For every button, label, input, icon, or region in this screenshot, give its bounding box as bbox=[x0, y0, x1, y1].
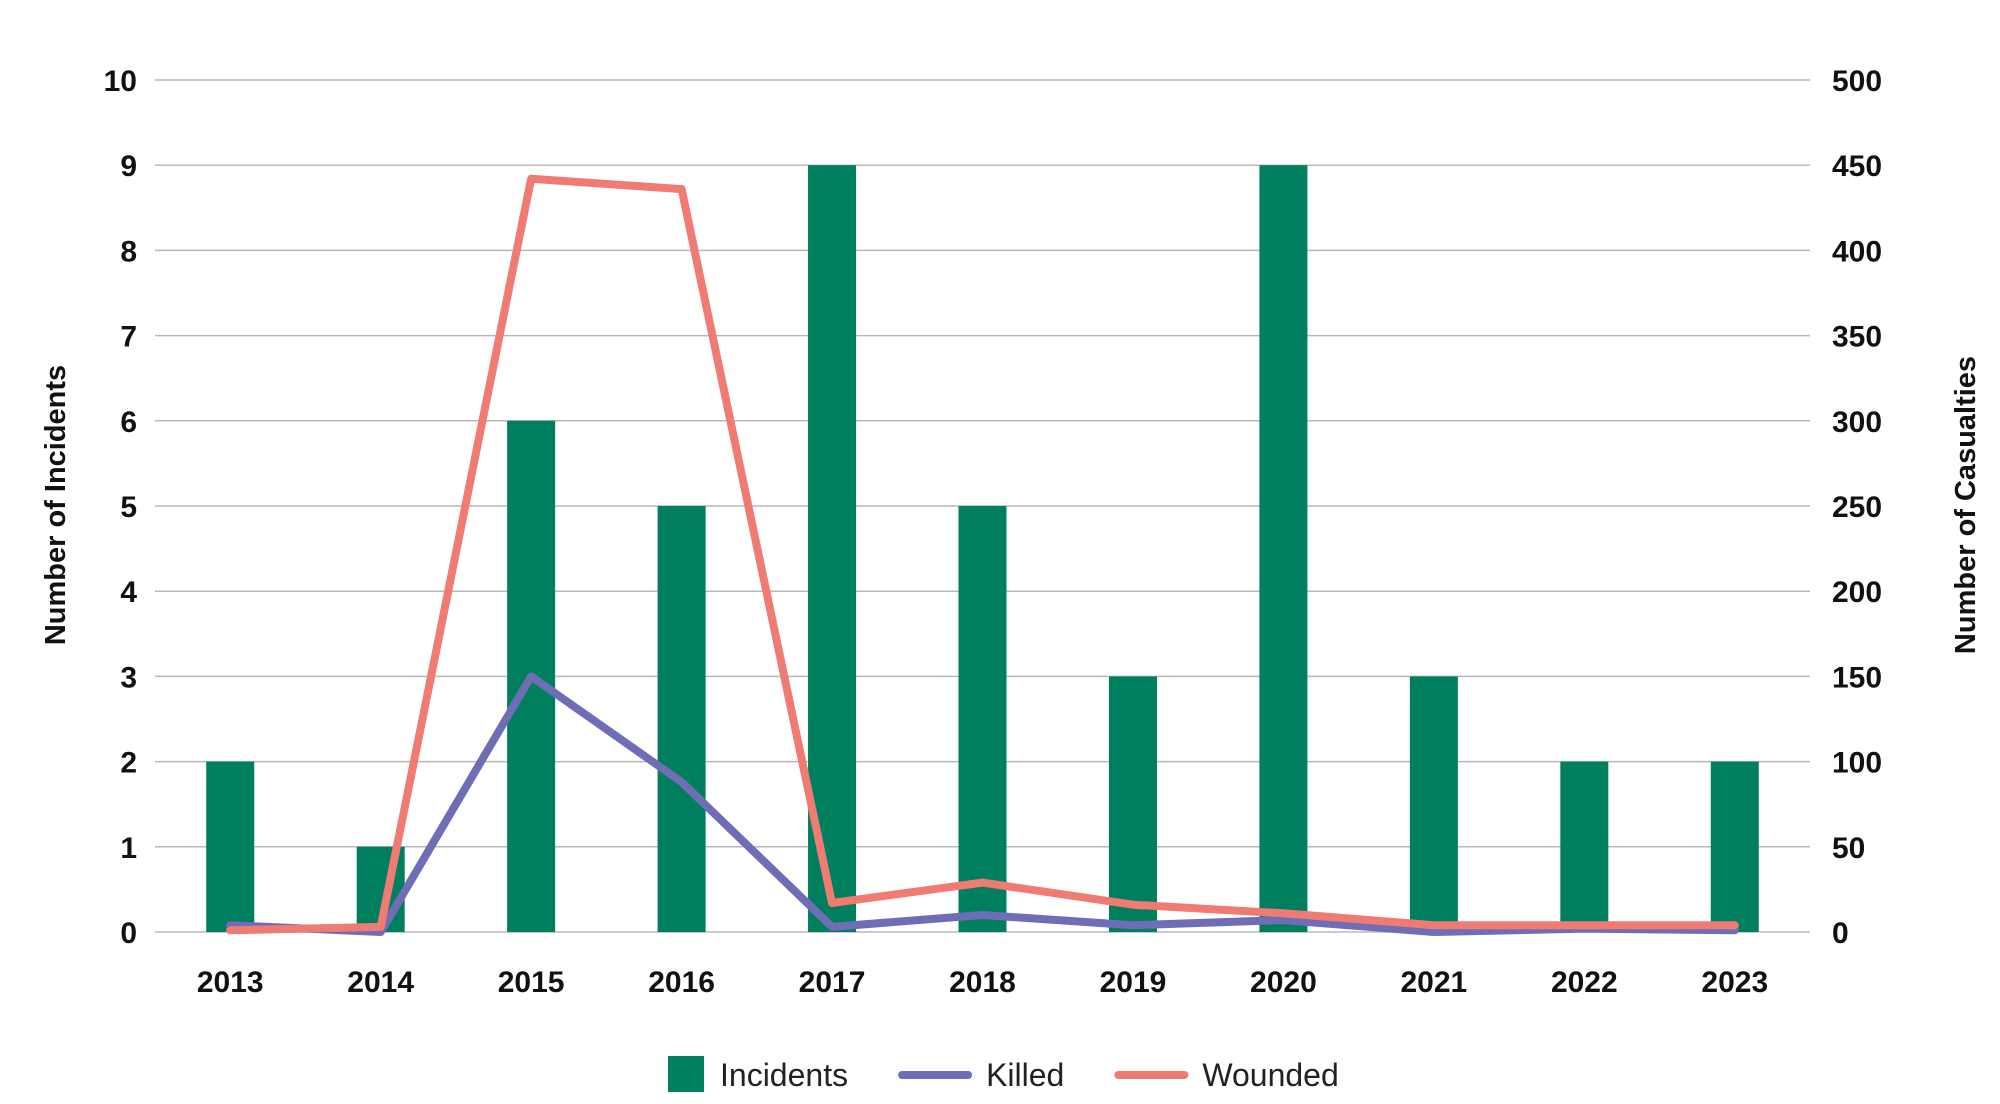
x-tick-label: 2023 bbox=[1701, 966, 1768, 999]
right-axis-ticks: 0 50 100 150 200 250 300 350 400 450 500 bbox=[1832, 65, 1882, 950]
x-tick-label: 2020 bbox=[1250, 966, 1317, 999]
legend-label: Wounded bbox=[1202, 1057, 1338, 1093]
x-tick-label: 2015 bbox=[498, 966, 565, 999]
left-axis-ticks: 0 1 2 3 4 5 6 7 8 9 10 bbox=[104, 65, 138, 950]
x-tick-label: 2022 bbox=[1551, 966, 1618, 999]
y2-tick-label: 450 bbox=[1832, 150, 1882, 183]
y2-tick-label: 400 bbox=[1832, 235, 1882, 268]
x-tick-label: 2014 bbox=[347, 966, 414, 999]
line-killed bbox=[226, 672, 1739, 936]
x-tick-label: 2016 bbox=[648, 966, 715, 999]
bar-incidents bbox=[206, 761, 255, 932]
bar-incidents bbox=[1108, 676, 1157, 932]
y-tick-label: 2 bbox=[120, 747, 137, 780]
y2-tick-label: 250 bbox=[1832, 491, 1882, 524]
bar-incidents bbox=[1259, 165, 1308, 932]
bar-incidents bbox=[1409, 676, 1458, 932]
casualty-lines bbox=[226, 174, 1739, 936]
y2-tick-label: 350 bbox=[1832, 321, 1882, 354]
y-tick-label: 3 bbox=[120, 661, 137, 694]
legend-label: Incidents bbox=[720, 1057, 848, 1093]
x-tick-label: 2018 bbox=[949, 966, 1016, 999]
legend: Incidents Killed Wounded bbox=[668, 1056, 1339, 1093]
bar-incidents bbox=[1560, 761, 1609, 932]
legend-item-incidents: Incidents bbox=[668, 1056, 848, 1093]
bar-incidents bbox=[1710, 761, 1759, 932]
y-tick-label: 10 bbox=[104, 65, 137, 98]
y-tick-label: 8 bbox=[120, 235, 137, 268]
y-axis-title: Number of Incidents bbox=[40, 365, 72, 645]
y-tick-label: 6 bbox=[120, 406, 137, 439]
legend-item-killed: Killed bbox=[898, 1057, 1064, 1093]
y2-tick-label: 200 bbox=[1832, 576, 1882, 609]
legend-swatch bbox=[668, 1056, 704, 1092]
y2-tick-label: 300 bbox=[1832, 406, 1882, 439]
y-tick-label: 5 bbox=[120, 491, 137, 524]
y-tick-label: 1 bbox=[120, 832, 137, 865]
x-axis-ticks: 2013 2014 2015 2016 2017 2018 2019 2020 2021 2022… bbox=[197, 966, 1768, 999]
x-tick-label: 2013 bbox=[197, 966, 264, 999]
legend-label: Killed bbox=[986, 1057, 1064, 1093]
y2-tick-label: 0 bbox=[1832, 917, 1849, 950]
y2-tick-label: 100 bbox=[1832, 747, 1882, 780]
x-tick-label: 2019 bbox=[1100, 966, 1167, 999]
incident-bars bbox=[206, 165, 1759, 932]
x-tick-label: 2021 bbox=[1400, 966, 1467, 999]
legend-item-wounded: Wounded bbox=[1114, 1057, 1339, 1093]
bar-incidents bbox=[958, 506, 1007, 932]
y2-axis-title: Number of Casualties bbox=[1950, 356, 1982, 654]
y-tick-label: 4 bbox=[120, 576, 137, 609]
bar-incidents bbox=[808, 165, 857, 932]
y-tick-label: 0 bbox=[120, 917, 137, 950]
line-wounded bbox=[226, 174, 1739, 935]
bar-incidents bbox=[657, 506, 706, 932]
y2-tick-label: 500 bbox=[1832, 65, 1882, 98]
y-tick-label: 7 bbox=[120, 321, 137, 354]
x-tick-label: 2017 bbox=[799, 966, 866, 999]
y2-tick-label: 150 bbox=[1832, 661, 1882, 694]
y2-tick-label: 50 bbox=[1832, 832, 1865, 865]
y-tick-label: 9 bbox=[120, 150, 137, 183]
